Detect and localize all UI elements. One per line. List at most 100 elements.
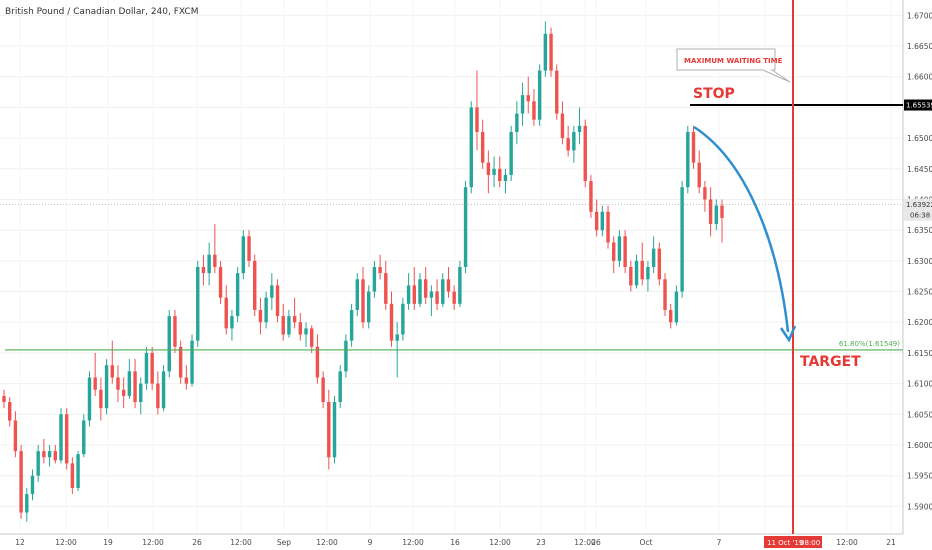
candle-body[interactable] <box>395 334 399 341</box>
candle-body[interactable] <box>406 285 411 304</box>
candle-body[interactable] <box>292 316 297 323</box>
candle-body[interactable] <box>458 267 462 304</box>
candle-body[interactable] <box>224 297 228 329</box>
candle-body[interactable] <box>366 291 371 323</box>
candle-body[interactable] <box>537 70 542 120</box>
candle-body[interactable] <box>110 365 114 378</box>
candle-body[interactable] <box>657 248 662 280</box>
candle-body[interactable] <box>184 377 189 384</box>
candle-body[interactable] <box>178 346 183 378</box>
candle-body[interactable] <box>703 187 707 200</box>
candle-body[interactable] <box>646 267 650 280</box>
candle-body[interactable] <box>338 371 342 403</box>
candle-body[interactable] <box>64 414 69 464</box>
candle-body[interactable] <box>315 346 320 378</box>
candle-body[interactable] <box>275 285 280 317</box>
candle-body[interactable] <box>435 291 439 304</box>
candle-body[interactable] <box>572 131 576 151</box>
candle-body[interactable] <box>680 187 684 292</box>
candle-body[interactable] <box>480 131 485 163</box>
candle-body[interactable] <box>150 352 154 384</box>
candle-body[interactable] <box>492 168 496 175</box>
candle-body[interactable] <box>327 402 331 458</box>
candle-body[interactable] <box>543 33 548 71</box>
candle-body[interactable] <box>247 236 251 261</box>
candle-body[interactable] <box>651 248 656 267</box>
candle-body[interactable] <box>623 236 627 267</box>
candle-body[interactable] <box>7 402 12 421</box>
candle-body[interactable] <box>526 95 530 102</box>
candle-body[interactable] <box>463 187 468 267</box>
candle-body[interactable] <box>669 309 673 323</box>
candle-body[interactable] <box>82 420 86 455</box>
candle-body[interactable] <box>235 273 240 317</box>
candle-body[interactable] <box>429 291 434 298</box>
candle-body[interactable] <box>230 316 234 329</box>
candle-body[interactable] <box>555 70 559 114</box>
candle-body[interactable] <box>241 236 246 274</box>
candle-body[interactable] <box>566 138 570 151</box>
candle-body[interactable] <box>70 463 75 488</box>
candle-body[interactable] <box>372 267 377 292</box>
candle-body[interactable] <box>498 168 502 182</box>
candle-body[interactable] <box>389 303 394 341</box>
candle-body[interactable] <box>190 340 194 384</box>
candle-body[interactable] <box>412 285 416 304</box>
candle-body[interactable] <box>515 113 519 132</box>
candle-body[interactable] <box>76 454 80 488</box>
candle-body[interactable] <box>156 383 160 409</box>
candle-body[interactable] <box>378 267 382 274</box>
candle-body[interactable] <box>332 402 337 458</box>
candle-series[interactable] <box>2 21 724 522</box>
candle-body[interactable] <box>418 279 422 304</box>
candle-body[interactable] <box>441 279 445 304</box>
candle-body[interactable] <box>19 451 23 513</box>
candle-body[interactable] <box>469 107 473 188</box>
candle-body[interactable] <box>47 451 52 458</box>
candle-body[interactable] <box>532 101 536 120</box>
candle-body[interactable] <box>139 383 143 403</box>
candle-body[interactable] <box>258 309 263 323</box>
candle-body[interactable] <box>321 377 325 403</box>
candle-body[interactable] <box>423 279 428 298</box>
candle-body[interactable] <box>708 199 713 225</box>
candle-body[interactable] <box>349 309 354 341</box>
candle-body[interactable] <box>253 260 257 310</box>
candle-body[interactable] <box>606 211 610 243</box>
candle-body[interactable] <box>25 494 29 513</box>
time-axis[interactable]: 12 12:00 19 12:00 26 12:00 Sep 12:00 9 12:00 16 12:… <box>15 538 896 547</box>
candle-body[interactable] <box>720 205 724 218</box>
candle-body[interactable] <box>509 131 513 175</box>
candle-body[interactable] <box>446 279 451 292</box>
candle-body[interactable] <box>594 211 599 231</box>
candle-body[interactable] <box>355 279 360 310</box>
candle-body[interactable] <box>583 125 587 182</box>
candle-body[interactable] <box>714 205 719 225</box>
candle-body[interactable] <box>503 174 508 182</box>
candle-body[interactable] <box>686 131 690 188</box>
candle-body[interactable] <box>486 162 491 175</box>
candle-body[interactable] <box>520 95 525 114</box>
candle-body[interactable] <box>691 131 696 163</box>
candle-body[interactable] <box>99 389 103 409</box>
candle-body[interactable] <box>213 254 217 267</box>
candle-body[interactable] <box>270 285 274 298</box>
candle-body[interactable] <box>401 303 405 335</box>
candle-body[interactable] <box>93 377 97 390</box>
candle-body[interactable] <box>167 316 171 372</box>
candle-body[interactable] <box>287 316 291 335</box>
candle-body[interactable] <box>36 451 40 476</box>
candle-body[interactable] <box>344 340 348 372</box>
candle-body[interactable] <box>304 328 308 335</box>
candle-body[interactable] <box>133 371 137 403</box>
candle-body[interactable] <box>104 365 109 409</box>
candle-body[interactable] <box>600 211 605 231</box>
candle-body[interactable] <box>144 352 149 384</box>
candle-body[interactable] <box>560 113 565 139</box>
candle-body[interactable] <box>42 451 46 458</box>
candle-body[interactable] <box>161 371 166 409</box>
candle-body[interactable] <box>201 267 206 274</box>
candle-body[interactable] <box>13 420 18 452</box>
candle-body[interactable] <box>310 328 314 347</box>
candle-body[interactable] <box>549 33 553 71</box>
